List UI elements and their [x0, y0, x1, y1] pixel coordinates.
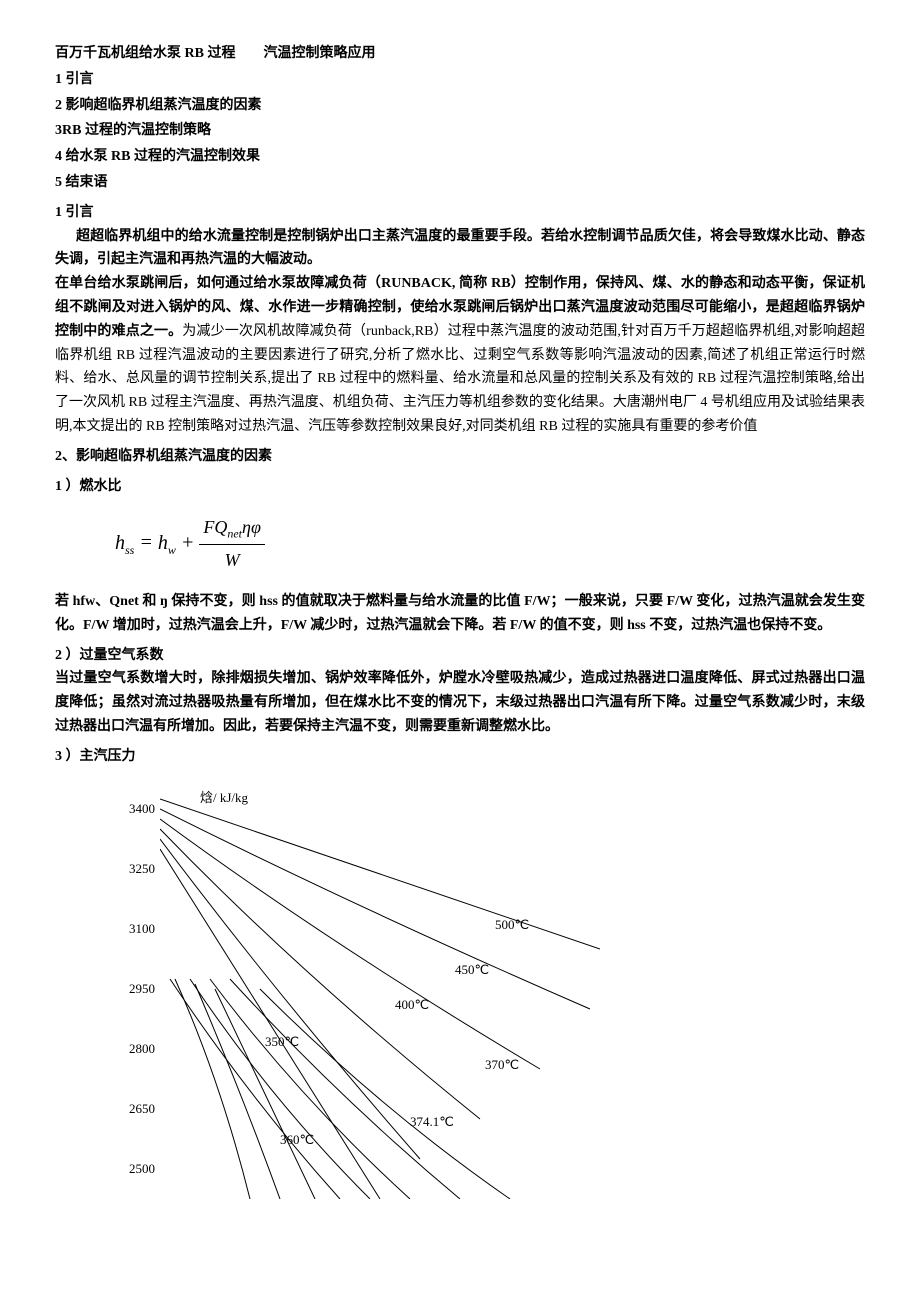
section-1-para-body: 在单台给水泵跳闸后，如何通过给水泵故障减负荷（RUNBACK, 简称 RB）控制…: [55, 272, 865, 439]
formula-rhs-hw: hw: [158, 532, 176, 554]
toc-item: 5 结束语: [55, 171, 865, 195]
formula-eq: =: [139, 532, 158, 554]
y-tick: 3400: [129, 797, 155, 819]
doc-title: 百万千瓦机组给水泵 RB 过程 汽温控制策略应用: [55, 42, 865, 66]
y-tick: 3250: [129, 857, 155, 879]
formula-fraction: FQnetηφ W: [199, 512, 265, 576]
y-tick: 3100: [129, 917, 155, 939]
formula-hss: hss = hw + FQnetηφ W: [115, 512, 865, 576]
section-1-head: 1 引言: [55, 201, 865, 225]
section-2-2-para: 当过量空气系数增大时，除排烟损失增加、锅炉效率降低外，炉膛水冷壁吸热减少，造成过…: [55, 667, 865, 738]
section-2-2-head: 2 ）过量空气系数: [55, 644, 865, 668]
toc-item: 3RB 过程的汽温控制策略: [55, 119, 865, 143]
toc-item: 1 引言: [55, 68, 865, 92]
section-2-1-para: 若 hfw、Qnet 和 ŋ 保持不变，则 hss 的值就取决于燃料量与给水流量…: [55, 590, 865, 638]
y-tick: 2800: [129, 1037, 155, 1059]
toc-item: 2 影响超临界机组蒸汽温度的因素: [55, 94, 865, 118]
y-tick: 2650: [129, 1097, 155, 1119]
formula-plus: +: [181, 532, 200, 554]
chart-curves: [160, 779, 600, 1199]
formula-lhs: hss: [115, 532, 134, 554]
section-2-3-head: 3 ）主汽压力: [55, 745, 865, 769]
section-1-para-lead: 超超临界机组中的给水流量控制是控制锅炉出口主蒸汽温度的最重要手段。若给水控制调节…: [55, 225, 865, 273]
y-tick: 2950: [129, 977, 155, 999]
enthalpy-chart: 焓/ kJ/kg 3400 3250 3100 2950 2800 2650 2…: [85, 779, 605, 1199]
y-tick: 2500: [129, 1157, 155, 1179]
section-2-1-head: 1 ）燃水比: [55, 475, 865, 499]
toc-item: 4 给水泵 RB 过程的汽温控制效果: [55, 145, 865, 169]
para-normal-run: 为减少一次风机故障减负荷（runback,RB）过程中蒸汽温度的波动范围,针对百…: [55, 324, 865, 434]
section-2-head: 2、影响超临界机组蒸汽温度的因素: [55, 445, 865, 469]
